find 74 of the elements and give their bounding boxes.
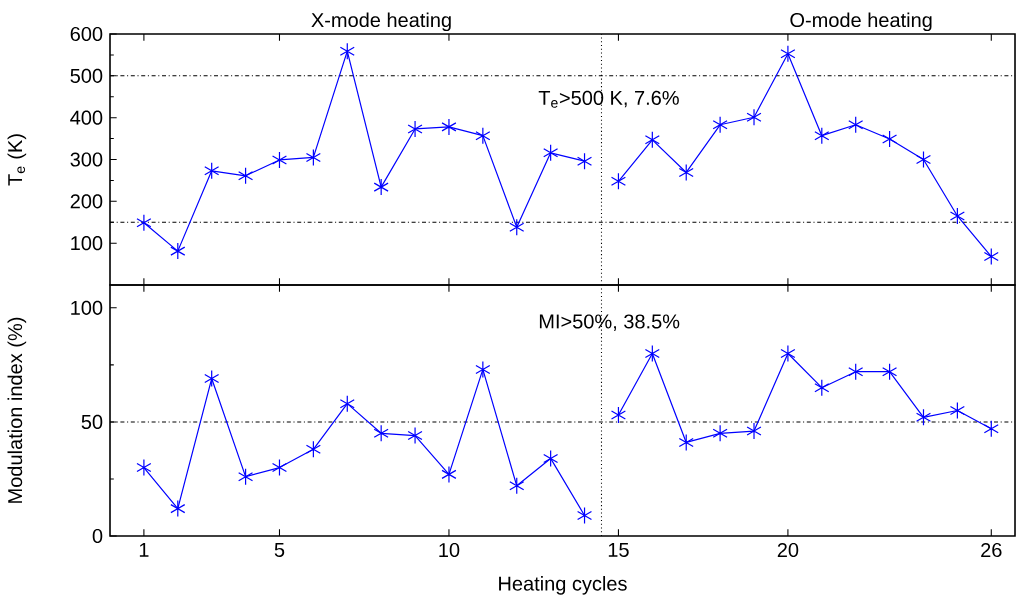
point <box>271 151 288 169</box>
point <box>577 506 593 525</box>
y-tick-label: 100 <box>71 300 103 315</box>
point <box>407 120 423 138</box>
point <box>339 395 355 413</box>
point <box>848 116 864 134</box>
y-axis-title: T$_{e}$ (K) <box>7 134 27 186</box>
x-tick-label: 15 <box>608 542 629 557</box>
point <box>136 458 152 477</box>
point <box>305 440 321 458</box>
y-tick-label: 0 <box>92 528 103 544</box>
point <box>983 420 999 438</box>
point <box>339 42 355 60</box>
point <box>543 144 559 162</box>
point <box>644 131 660 149</box>
text: O-mode heating <box>790 12 932 32</box>
point <box>305 148 321 167</box>
point <box>170 242 186 260</box>
point <box>848 363 864 381</box>
point <box>882 130 898 148</box>
point <box>882 363 898 381</box>
point <box>949 207 965 225</box>
point <box>610 172 626 190</box>
x-tick-label: 10 <box>439 542 460 558</box>
annotation: MI>50%, 38.5% <box>539 314 680 331</box>
point <box>814 127 830 145</box>
text: X-mode heating <box>311 12 451 32</box>
y-tick-label: 500 <box>70 68 103 83</box>
x-tick-label: 20 <box>777 542 799 558</box>
point <box>678 163 694 182</box>
point <box>238 167 254 185</box>
point <box>577 152 593 170</box>
point <box>949 401 965 420</box>
point <box>204 162 220 180</box>
y-tick-label: 400 <box>70 110 103 125</box>
y-tick-label: 200 <box>70 194 103 209</box>
x-tick-label: 26 <box>981 542 1002 558</box>
y-tick-label: 100 <box>71 236 103 251</box>
point <box>373 178 389 196</box>
point <box>475 360 491 379</box>
point <box>712 424 728 442</box>
point <box>644 344 660 363</box>
point <box>271 458 288 477</box>
x-tick-label: 1 <box>139 542 149 557</box>
point <box>373 424 389 442</box>
point <box>204 369 220 388</box>
point <box>407 427 423 445</box>
point <box>712 116 728 134</box>
point <box>441 118 457 136</box>
point <box>136 214 152 232</box>
point <box>170 500 186 518</box>
y-tick-label: 600 <box>70 26 103 42</box>
y-tick-label: 50 <box>81 414 103 429</box>
point <box>509 218 525 236</box>
point <box>441 465 457 483</box>
point <box>915 150 932 169</box>
point <box>746 422 762 440</box>
x-tick-label: 5 <box>274 542 285 557</box>
annotation: T$_{e}$>500 K, 7.6% <box>538 90 679 108</box>
point <box>678 433 694 452</box>
point <box>475 127 491 145</box>
point <box>509 477 525 495</box>
x-axis-title: Heating cycles <box>499 576 627 595</box>
y-axis-title: Modulation index (%) <box>7 317 27 503</box>
point <box>983 247 999 266</box>
point <box>915 408 932 426</box>
point <box>780 45 796 63</box>
y-tick-label: 300 <box>70 152 103 167</box>
point <box>543 449 559 468</box>
point <box>610 406 626 424</box>
point <box>780 344 796 363</box>
point <box>814 379 830 397</box>
point <box>238 468 254 486</box>
point <box>746 108 762 126</box>
